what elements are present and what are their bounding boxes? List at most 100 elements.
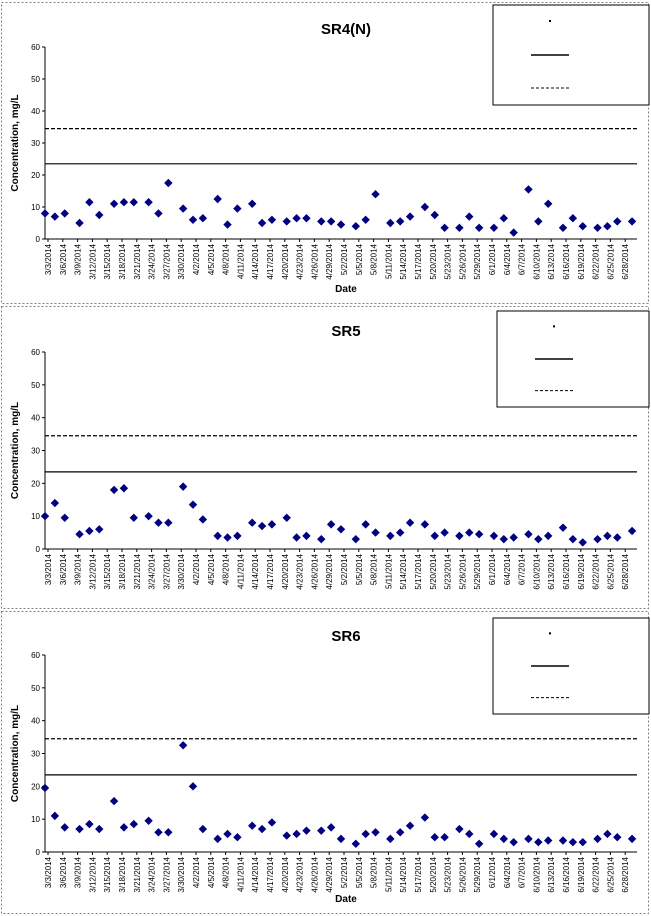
data-point — [40, 209, 50, 218]
data-point — [95, 210, 104, 220]
data-point — [499, 534, 508, 544]
data-point — [440, 833, 449, 842]
x-tick-label: 6/28/2014 — [621, 553, 630, 589]
x-tick-label: 5/26/2014 — [458, 243, 467, 279]
x-tick-label: 3/30/2014 — [177, 553, 186, 589]
data-point — [558, 836, 568, 845]
data-point — [282, 513, 291, 523]
data-point — [489, 223, 499, 232]
data-point — [292, 829, 301, 839]
x-tick-label: 5/5/2014 — [355, 553, 364, 585]
data-point — [164, 178, 173, 188]
data-point — [198, 824, 208, 834]
y-tick-label: 60 — [31, 43, 40, 52]
x-tick-label: 6/22/2014 — [592, 856, 601, 892]
x-tick-label: 5/23/2014 — [444, 553, 453, 589]
data-point — [119, 484, 129, 493]
data-point — [326, 823, 336, 832]
y-tick-label: 0 — [36, 235, 41, 244]
x-tick-label: 3/9/2014 — [74, 243, 83, 275]
x-tick-label: 3/27/2014 — [162, 243, 171, 279]
data-point — [405, 518, 415, 527]
x-tick-label: 6/4/2014 — [503, 553, 512, 585]
data-point — [282, 831, 291, 840]
data-point — [386, 531, 395, 541]
x-tick-label: 5/26/2014 — [458, 553, 467, 589]
data-point — [474, 839, 484, 848]
x-tick-label: 6/7/2014 — [518, 243, 527, 275]
y-axis-label: Concentration, mg/L — [10, 94, 21, 191]
y-tick-label: 10 — [31, 815, 40, 824]
data-point — [75, 824, 84, 834]
x-tick-label: 3/24/2014 — [148, 243, 157, 279]
data-point — [282, 217, 291, 226]
data-point — [544, 836, 553, 845]
data-point — [499, 214, 508, 223]
data-point — [257, 218, 267, 228]
x-tick-label: 6/22/2014 — [592, 553, 601, 589]
data-point — [85, 819, 94, 829]
y-tick-label: 30 — [31, 750, 40, 759]
data-point — [499, 834, 508, 844]
x-tick-label: 4/11/2014 — [236, 243, 245, 279]
data-point — [129, 819, 138, 829]
x-tick-label: 5/14/2014 — [399, 856, 408, 892]
data-point — [534, 534, 543, 544]
chart-title: SR6 — [331, 628, 360, 645]
data-point — [233, 833, 242, 842]
data-point — [405, 212, 415, 221]
x-tick-label: 6/16/2014 — [562, 243, 571, 279]
data-point — [109, 199, 119, 208]
x-tick-label: 3/9/2014 — [74, 553, 83, 585]
y-tick-label: 10 — [31, 512, 40, 521]
data-point — [188, 500, 198, 509]
data-point — [568, 534, 578, 544]
x-tick-label: 3/12/2014 — [88, 856, 97, 892]
x-tick-label: 6/28/2014 — [621, 243, 630, 279]
data-point — [558, 223, 568, 232]
data-point — [509, 533, 518, 542]
data-point — [317, 217, 326, 226]
legend — [492, 617, 650, 715]
y-tick-label: 20 — [31, 782, 40, 791]
data-point — [474, 530, 484, 539]
x-tick-label: 4/5/2014 — [207, 856, 216, 888]
data-point — [336, 834, 346, 844]
x-tick-label: 5/5/2014 — [355, 856, 364, 888]
x-tick-label: 6/16/2014 — [562, 553, 571, 589]
x-tick-label: 6/13/2014 — [547, 243, 556, 279]
data-point — [248, 518, 257, 527]
x-tick-label: 6/1/2014 — [488, 243, 497, 275]
data-point — [40, 511, 50, 521]
y-axis-label: Concentration, mg/L — [10, 705, 21, 802]
x-tick-label: 4/23/2014 — [296, 243, 305, 279]
x-tick-label: 3/27/2014 — [162, 856, 171, 892]
x-tick-label: 4/29/2014 — [325, 243, 334, 279]
y-axis-label: Concentration, mg/L — [10, 402, 21, 499]
data-point — [292, 214, 301, 223]
data-point — [85, 526, 94, 536]
data-point — [144, 816, 153, 826]
x-tick-label: 3/9/2014 — [74, 856, 83, 888]
x-tick-label: 4/23/2014 — [296, 553, 305, 589]
legend-marker — [553, 325, 555, 328]
data-point — [465, 212, 474, 221]
x-tick-label: 3/18/2014 — [118, 856, 127, 892]
x-axis-label: Date — [335, 894, 357, 905]
y-tick-label: 10 — [31, 203, 40, 212]
data-point — [361, 215, 370, 224]
x-tick-label: 3/24/2014 — [148, 856, 157, 892]
data-point — [371, 828, 380, 837]
x-tick-label: 3/3/2014 — [44, 243, 53, 275]
data-point — [386, 834, 395, 844]
x-tick-label: 3/30/2014 — [177, 243, 186, 279]
x-tick-label: 5/8/2014 — [370, 243, 379, 275]
data-point — [420, 813, 430, 822]
x-tick-label: 4/20/2014 — [281, 243, 290, 279]
x-tick-label: 4/5/2014 — [207, 553, 216, 585]
x-tick-label: 4/8/2014 — [222, 243, 231, 275]
data-point — [129, 513, 138, 523]
x-tick-label: 4/20/2014 — [281, 553, 290, 589]
x-tick-label: 4/17/2014 — [266, 856, 275, 892]
